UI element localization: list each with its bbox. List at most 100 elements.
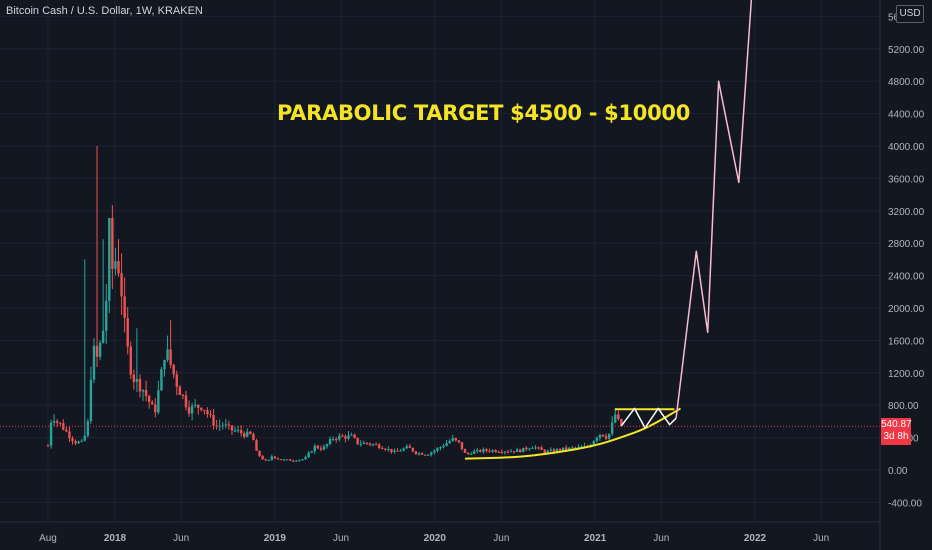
candle-body <box>341 435 344 437</box>
candle-body <box>534 447 537 449</box>
candle-body <box>65 429 68 432</box>
time-tick-label: 2021 <box>584 533 607 544</box>
candle-body <box>540 447 543 450</box>
candle-body <box>151 402 154 405</box>
price-tick-label: 0.00 <box>888 466 908 477</box>
candle-body <box>460 442 464 450</box>
candle-body <box>255 440 258 451</box>
candle-body <box>604 436 608 439</box>
parabolic-projection-path <box>675 0 753 419</box>
candle-body <box>479 449 482 452</box>
candle-body <box>555 449 559 452</box>
candle-body <box>111 218 114 269</box>
candle-body <box>193 404 197 406</box>
candle-body <box>319 448 323 450</box>
candle-body <box>387 448 390 450</box>
price-tick-label: 1200.00 <box>888 369 925 380</box>
candle-body <box>546 450 549 453</box>
candle-body <box>184 395 188 408</box>
candle-body <box>399 450 402 452</box>
candle-body <box>227 424 231 426</box>
candle-body <box>267 459 270 461</box>
price-tick-label: 2800.00 <box>888 239 925 250</box>
candle-body <box>500 452 504 454</box>
candle-body <box>301 459 304 461</box>
currency-button[interactable]: USD <box>896 5 924 23</box>
candle-body <box>344 436 347 439</box>
time-tick-label: 2022 <box>744 533 767 544</box>
candle-body <box>264 459 267 461</box>
candle-body <box>224 424 228 426</box>
candle-body <box>120 273 123 297</box>
candle-body <box>408 446 412 448</box>
candle-body <box>506 451 510 453</box>
candle-body <box>166 349 169 361</box>
candle-body <box>592 440 595 445</box>
candle-body <box>338 435 341 440</box>
candle-body <box>190 405 194 414</box>
candle-body <box>298 459 301 461</box>
candle-body <box>200 407 203 411</box>
candle-body <box>610 422 614 434</box>
candle-body <box>181 394 185 396</box>
candle-body <box>138 378 142 392</box>
candle-body <box>525 447 528 450</box>
time-tick-label: 2019 <box>264 533 287 544</box>
candle-body <box>261 456 264 460</box>
candle-body <box>86 421 90 436</box>
candle-body <box>335 438 338 440</box>
candle-body <box>607 433 611 439</box>
candle-body <box>243 433 246 437</box>
candle-body <box>105 300 108 331</box>
candle-body <box>359 443 362 445</box>
candle-body <box>543 449 546 453</box>
candle-body <box>129 346 132 375</box>
time-tick-label: Aug <box>39 533 57 544</box>
candle-body <box>485 449 488 451</box>
candle-body <box>147 395 151 403</box>
candle-body <box>135 378 139 383</box>
candle-body <box>377 444 381 449</box>
time-tick-label: Jun <box>653 533 669 544</box>
candle-body <box>420 453 424 455</box>
candle-body <box>601 434 605 437</box>
candle-body <box>433 450 436 453</box>
symbol-header: Bitcoin Cash / U.S. Dollar, 1W, KRAKEN <box>6 5 203 17</box>
candle-body <box>77 441 80 444</box>
candle-body <box>172 364 175 375</box>
price-tick-label: 3200.00 <box>888 207 925 218</box>
candle-body <box>448 440 451 444</box>
candle-body <box>522 447 525 453</box>
candle-body <box>258 450 261 457</box>
candle-body <box>574 447 577 449</box>
candle-body <box>209 414 212 416</box>
candle-body <box>331 438 335 440</box>
candle-body <box>203 410 206 412</box>
price-tick-label: -400.00 <box>888 498 922 509</box>
candle-body <box>160 369 163 391</box>
candle-body <box>154 404 157 413</box>
candle-body <box>371 444 375 446</box>
candle-body <box>322 446 326 450</box>
candle-body <box>175 374 178 387</box>
candle-body <box>144 390 148 396</box>
consolidation-zigzag <box>620 407 677 429</box>
candle-body <box>482 449 485 452</box>
time-tick-label: Jun <box>493 533 509 544</box>
candle-body <box>466 452 470 454</box>
candle-body <box>451 438 454 441</box>
candle-body <box>402 448 405 451</box>
candle-body <box>381 448 384 450</box>
time-axis[interactable]: Aug 2018 Jun 2019 Jun 2020 Jun 2021 Jun 2022 Jun <box>39 533 829 544</box>
candle-body <box>123 296 126 318</box>
candle-body <box>469 453 473 455</box>
price-tick-label: 4800.00 <box>888 77 925 88</box>
candle-body <box>365 442 369 444</box>
candle-body <box>49 422 53 446</box>
last-price-label: 540.87 3d 8h <box>881 418 912 445</box>
candle-body <box>178 386 182 395</box>
last-price-value: 540.87 <box>881 419 912 430</box>
price-tick-label: 1600.00 <box>888 336 925 347</box>
